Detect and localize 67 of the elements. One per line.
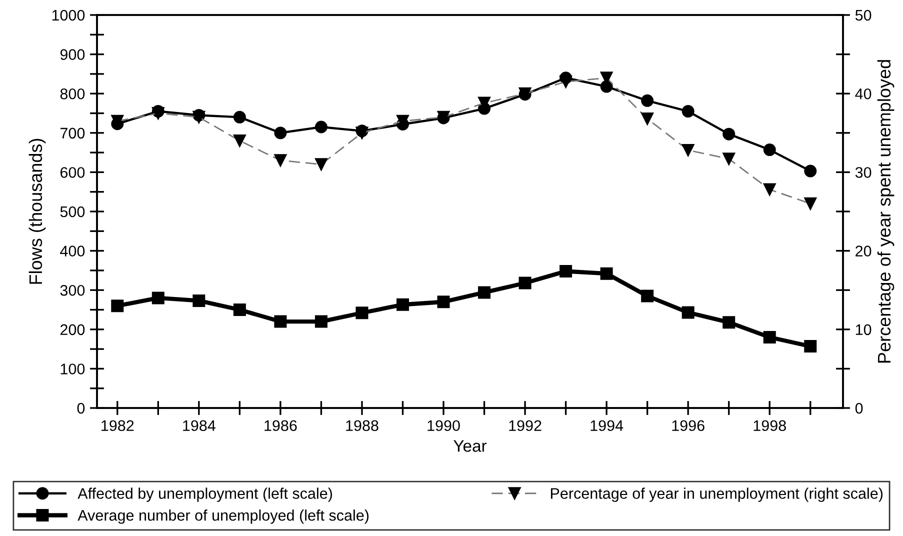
point: [152, 292, 164, 304]
y-tick-label: 500: [60, 206, 85, 218]
point: [641, 112, 654, 126]
y2-axis-title: Percentage of year spent unemployed: [877, 60, 894, 363]
point: [233, 134, 246, 148]
point: [314, 120, 328, 134]
point: [804, 340, 817, 353]
point: [314, 158, 328, 171]
y-tick-label: 1000: [52, 10, 85, 21]
point: [396, 298, 409, 311]
point: [600, 267, 613, 280]
y2-tick-label: 50: [855, 10, 872, 21]
point: [804, 164, 817, 178]
point: [233, 304, 246, 316]
point: [274, 315, 287, 328]
x-tick-label: 1990: [428, 420, 460, 432]
x-tick-label: 1996: [672, 420, 704, 432]
legend-label: Percentage of year in unemployment (right scale): [550, 488, 883, 502]
y-axis-title: Flows (thousands): [28, 138, 46, 284]
legend-label: Affected by unemployment (left scale): [78, 488, 332, 502]
x-tick-label: 1998: [754, 420, 786, 432]
y2-tick-label: 30: [855, 167, 872, 178]
y2-tick-label: 10: [856, 324, 872, 336]
point: [722, 152, 736, 166]
point: [763, 183, 776, 196]
y-tick-label: 600: [60, 167, 85, 178]
y-tick-label: 800: [60, 88, 85, 100]
y2-tick-label: 0: [855, 402, 863, 414]
point: [274, 154, 287, 167]
point: [437, 296, 450, 308]
point: [560, 264, 572, 278]
y-tick-label: 300: [60, 284, 85, 296]
point: [478, 286, 491, 299]
y-tick-label: 0: [77, 402, 85, 414]
x-tick-label: 1992: [509, 420, 542, 432]
point: [804, 197, 817, 210]
point: [641, 94, 654, 107]
y-tick-label: 900: [60, 49, 85, 60]
point: [314, 315, 328, 328]
point: [682, 306, 694, 319]
point: [722, 128, 736, 140]
y-tick-label: 200: [60, 324, 85, 336]
point: [722, 316, 736, 329]
point: [233, 110, 246, 124]
point: [111, 300, 124, 312]
point: [192, 294, 206, 307]
point: [274, 126, 287, 140]
point: [356, 306, 368, 320]
point: [518, 276, 532, 290]
x-tick-label: 1986: [264, 420, 297, 432]
legend-label: Average number of unemployed (left scale): [78, 510, 369, 524]
y-tick-label: 100: [60, 364, 85, 374]
x-axis-title: Year: [454, 440, 487, 452]
y-tick-label: 400: [60, 246, 85, 256]
x-tick-label: 1994: [590, 420, 624, 432]
x-tick-label: 1984: [183, 420, 216, 432]
point: [682, 105, 694, 118]
y2-tick-label: 40: [855, 88, 872, 100]
point: [641, 290, 654, 302]
point: [763, 331, 776, 344]
y-tick-label: 700: [60, 128, 85, 139]
point: [763, 144, 776, 156]
point: [682, 144, 694, 156]
point: [560, 76, 572, 88]
y2-tick-label: 20: [856, 246, 872, 256]
x-tick-label: 1988: [346, 420, 378, 432]
x-tick-label: 1982: [102, 420, 134, 432]
